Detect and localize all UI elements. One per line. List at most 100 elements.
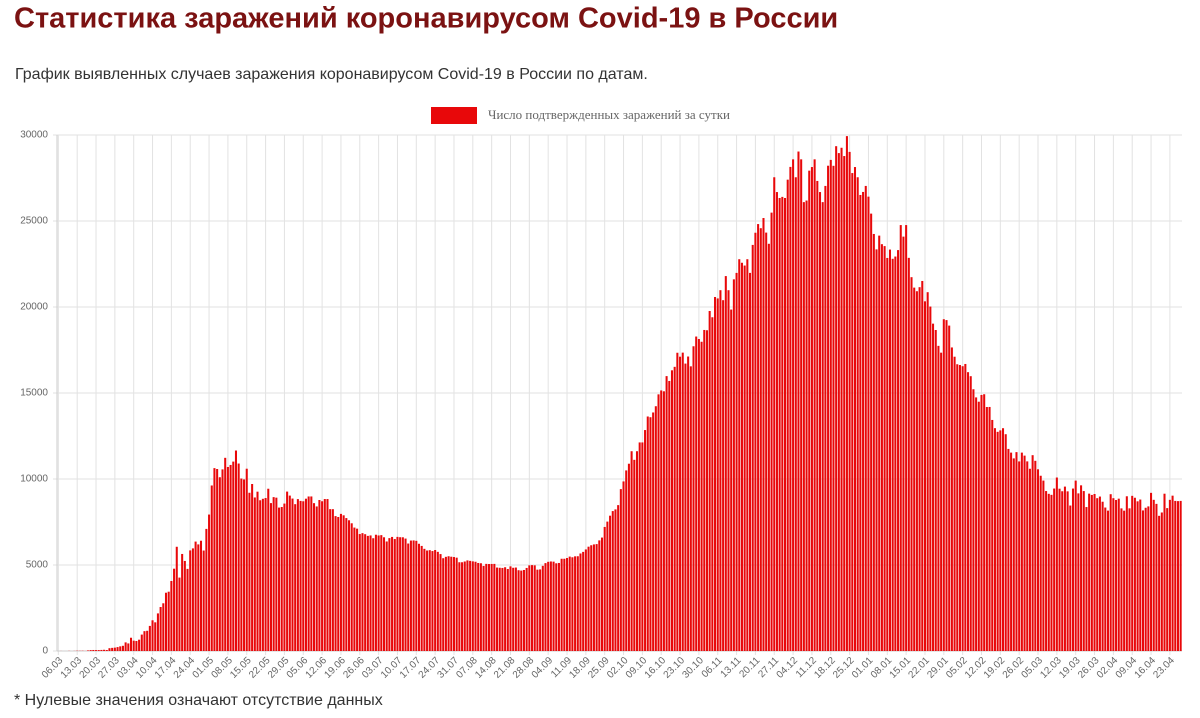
bar <box>259 500 262 651</box>
bar <box>151 620 154 651</box>
bar <box>226 466 229 651</box>
bar <box>318 500 321 651</box>
bar <box>1077 493 1080 651</box>
bar <box>539 569 542 651</box>
bar <box>1026 461 1029 651</box>
bar <box>1160 512 1163 651</box>
bar <box>907 257 910 651</box>
bar <box>347 520 351 651</box>
bar <box>512 567 515 651</box>
bar <box>867 196 870 651</box>
bar <box>420 545 423 651</box>
bar <box>1131 495 1134 651</box>
bar <box>450 556 453 651</box>
bar <box>218 477 221 651</box>
bar <box>716 298 719 651</box>
bar <box>705 330 708 651</box>
bar <box>1082 491 1085 651</box>
bar <box>1120 508 1123 651</box>
bar <box>173 568 176 651</box>
bar <box>630 451 633 651</box>
bar <box>221 469 224 651</box>
bar <box>245 468 248 651</box>
bar <box>439 554 442 651</box>
bar <box>105 650 108 651</box>
bar <box>170 580 173 651</box>
bar <box>915 291 918 651</box>
bar <box>401 537 404 651</box>
bar <box>988 406 991 651</box>
bar <box>695 336 698 651</box>
bar <box>724 276 727 651</box>
bar <box>918 287 921 651</box>
bar <box>372 538 375 651</box>
bar <box>999 430 1002 651</box>
bar <box>775 192 778 651</box>
bar <box>859 194 862 652</box>
bar <box>646 416 649 651</box>
bar <box>778 197 781 652</box>
bar <box>409 540 412 651</box>
bar <box>1053 488 1056 651</box>
bar <box>522 569 525 651</box>
bar <box>1168 499 1171 651</box>
bar <box>547 561 550 651</box>
bar <box>471 561 474 651</box>
bar <box>719 290 722 651</box>
bar <box>506 569 509 651</box>
bar <box>127 643 130 651</box>
y-tick-label: 0 <box>42 646 48 657</box>
bar <box>1115 500 1118 651</box>
bar <box>186 568 189 651</box>
bar <box>86 650 89 651</box>
x-tick-label: 04.12 <box>775 655 801 681</box>
bar <box>1117 498 1120 651</box>
bar <box>689 366 692 651</box>
bar <box>886 257 889 651</box>
bar <box>870 213 873 651</box>
bar <box>485 563 488 651</box>
bar <box>722 300 725 651</box>
bar <box>670 370 674 651</box>
bar <box>251 484 254 651</box>
bar <box>479 563 482 651</box>
bar <box>805 200 808 652</box>
bar <box>380 535 383 651</box>
bar <box>1012 458 1015 651</box>
bar <box>743 265 746 651</box>
bar <box>310 496 313 651</box>
bar <box>625 470 628 651</box>
bar <box>426 550 429 651</box>
bar <box>1080 485 1083 651</box>
bar <box>937 345 940 651</box>
bar <box>948 325 951 651</box>
bar <box>840 147 843 652</box>
bar <box>337 517 340 651</box>
bar <box>910 277 913 651</box>
bar <box>668 380 671 651</box>
bar <box>856 177 859 651</box>
bar <box>272 497 275 651</box>
bar <box>1031 455 1034 651</box>
bar <box>730 309 733 651</box>
bar <box>269 503 272 651</box>
bar <box>461 562 464 651</box>
bar <box>428 550 431 651</box>
legend-swatch <box>431 107 477 124</box>
bar <box>600 537 604 651</box>
bar <box>832 165 835 651</box>
bar <box>183 560 186 651</box>
bar <box>103 649 106 651</box>
bar <box>146 630 149 651</box>
bar <box>905 225 908 651</box>
bar <box>501 567 504 651</box>
bar <box>129 637 133 651</box>
bar <box>216 469 219 651</box>
bar <box>417 543 421 651</box>
bar <box>291 498 294 651</box>
bar <box>740 262 743 651</box>
bar <box>1034 460 1037 651</box>
bar <box>1109 494 1112 651</box>
bar <box>565 558 569 651</box>
bar <box>525 567 528 651</box>
